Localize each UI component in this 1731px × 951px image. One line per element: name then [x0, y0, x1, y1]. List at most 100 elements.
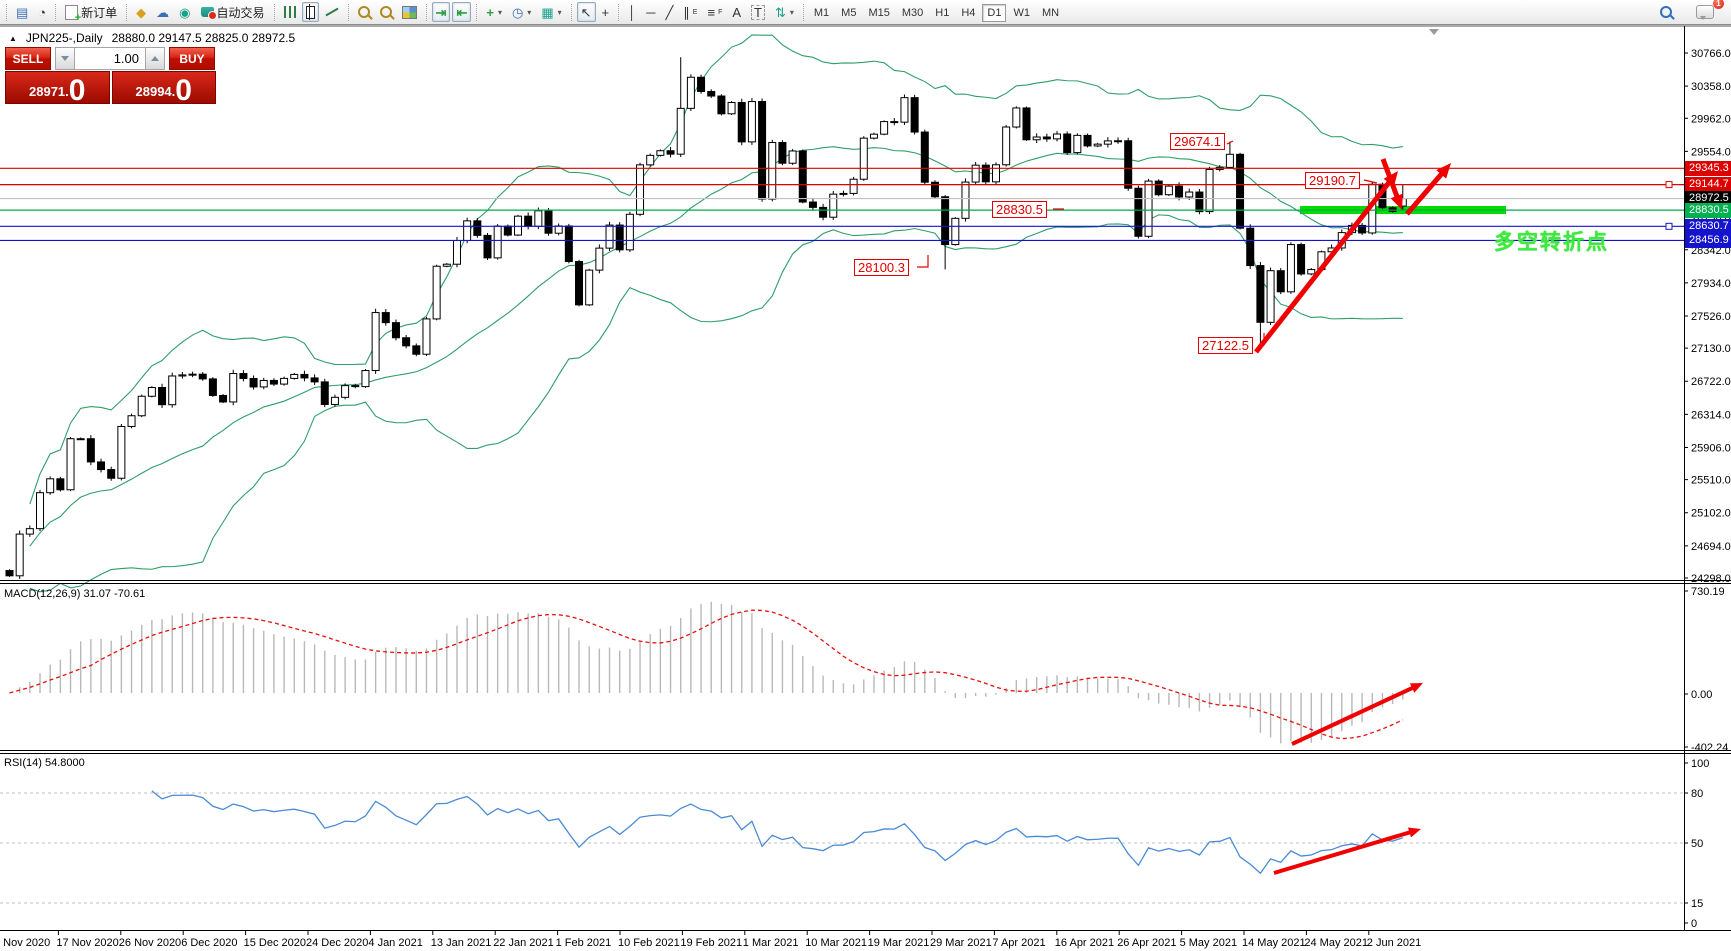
zoom-in-button[interactable] — [354, 2, 374, 22]
volume-increase-button[interactable] — [145, 47, 165, 70]
signals-icon: ◉ — [179, 4, 191, 20]
trend-arrow[interactable] — [1254, 176, 1395, 354]
buy-price-box[interactable]: 28994 . 0 — [111, 71, 216, 106]
cursor-tool-button[interactable]: ↖ — [576, 2, 596, 22]
sell-price-box[interactable]: 28971 . 0 — [5, 71, 110, 107]
candle-body — [1093, 143, 1102, 147]
mql-editor-button[interactable]: ◆ — [132, 2, 150, 22]
candle-body — [778, 142, 787, 164]
vertical-line-tool-button[interactable]: │ — [624, 2, 640, 22]
auto-scroll-button[interactable]: ⇥ — [431, 2, 451, 22]
price-annotation-box[interactable]: 27122.5 — [1198, 337, 1253, 354]
candle-body — [554, 225, 563, 234]
price-annotation-box[interactable]: 28100.3 — [854, 259, 909, 276]
toolbar-separator — [126, 3, 128, 21]
sell-button[interactable]: SELL — [5, 47, 51, 70]
timeframe-w1-button[interactable]: W1 — [1008, 4, 1035, 22]
candle-body — [910, 97, 919, 133]
line-handle[interactable] — [1665, 181, 1673, 189]
zoom-out-button[interactable] — [376, 2, 396, 22]
price-annotation-box[interactable]: 29190.7 — [1305, 172, 1360, 189]
axis-label: 100 — [1691, 758, 1709, 770]
sell-price-pips: 0 — [68, 74, 86, 107]
candle-body — [36, 492, 45, 530]
trend-arrow[interactable] — [1380, 158, 1402, 203]
trend-arrow[interactable] — [1291, 684, 1418, 746]
line-handle[interactable] — [1665, 222, 1673, 230]
periods-button[interactable]: ◷ ▾ — [508, 2, 535, 22]
horizontal-line-tool-button[interactable]: ─ — [642, 2, 659, 22]
volume-input[interactable] — [75, 47, 145, 70]
line-chart-type-button[interactable] — [321, 2, 343, 22]
candle-body — [1205, 168, 1214, 213]
timeframe-m15-button[interactable]: M15 — [863, 4, 894, 22]
buy-button[interactable]: BUY — [169, 47, 215, 70]
toolbar-separator — [618, 3, 620, 21]
chart-shift-button[interactable]: ⇤ — [452, 2, 472, 22]
bollinger-band — [29, 34, 1403, 505]
candle-body — [46, 478, 55, 494]
timeframe-m5-button[interactable]: M5 — [836, 4, 861, 22]
one-click-collapse-icon[interactable]: ▲ — [9, 33, 17, 43]
new-order-button[interactable]: 新订单 — [61, 2, 121, 24]
candle-body — [646, 154, 655, 166]
axis-label: 29554.0 — [1691, 146, 1731, 158]
timeframe-m1-button[interactable]: M1 — [809, 4, 834, 22]
tick-chart-button[interactable]: ◔ — [34, 2, 50, 22]
search-button[interactable] — [1656, 2, 1676, 22]
timeframe-m30-button[interactable]: M30 — [897, 4, 928, 22]
timeframe-d1-button[interactable]: D1 — [982, 3, 1007, 22]
autotrading-button[interactable]: 自动交易 — [197, 2, 269, 22]
trendline-tool-button[interactable]: ╱ — [661, 2, 677, 22]
trend-arrow[interactable] — [1405, 168, 1448, 216]
timeframe-h4-button[interactable]: H4 — [956, 4, 980, 22]
fibonacci-tool-button[interactable]: ≡ F — [703, 2, 726, 22]
trend-arrow[interactable] — [1273, 829, 1415, 875]
annotation-connector — [917, 255, 929, 268]
chevron-down-icon: ▾ — [527, 7, 532, 17]
axis-label: 17 Nov 2020 — [56, 937, 118, 949]
text-tool-button[interactable]: A — [728, 2, 745, 22]
candle-body — [432, 265, 441, 320]
templates-button[interactable]: ▦ ▾ — [537, 2, 565, 22]
axis-label: 27934.0 — [1691, 278, 1731, 290]
timeframe-group: M1 M5 M15 M30 H1 H4 D1 W1 MN — [808, 3, 1065, 22]
chart-shift-marker[interactable] — [1429, 29, 1439, 35]
rsi-indicator-label: RSI(14) 54.8000 — [4, 757, 85, 769]
chart-window-button[interactable]: ▤ — [12, 2, 32, 22]
horizontal-line-icon: ─ — [646, 4, 656, 20]
bar-chart-type-button[interactable] — [280, 2, 300, 22]
timeframe-mn-button[interactable]: MN — [1037, 4, 1064, 22]
price-annotation-box[interactable]: 29674.1 — [1170, 133, 1225, 150]
arrows-tool-button[interactable]: ⇅ ▾ — [771, 2, 798, 22]
candle-body — [117, 425, 126, 479]
toolbar-separator — [570, 3, 572, 21]
price-tag: 28630.7 — [1685, 218, 1731, 234]
channel-tool-button[interactable]: ∥ E — [679, 2, 701, 22]
volume-decrease-button[interactable] — [55, 47, 75, 70]
candle-body — [544, 210, 553, 234]
axis-label: 7 Apr 2021 — [992, 937, 1045, 949]
candle-body — [575, 261, 584, 306]
timeframe-h1-button[interactable]: H1 — [930, 4, 954, 22]
text-label-tool-button[interactable]: T — [747, 2, 769, 22]
candle-body — [137, 395, 146, 417]
signals-button[interactable]: ◉ — [175, 2, 194, 22]
chat-button[interactable]: 1 — [1692, 0, 1724, 22]
candle-body — [615, 224, 624, 251]
candlestick-type-button[interactable] — [301, 2, 319, 22]
community-button[interactable]: ☁ — [152, 2, 173, 22]
candle-body — [361, 370, 370, 388]
tile-windows-button[interactable] — [398, 2, 421, 22]
candle-body — [269, 379, 278, 385]
crosshair-tool-button[interactable]: + — [598, 2, 614, 22]
trade-prices-row: 28971 . 0 28994 . 0 — [5, 71, 216, 107]
candle-body — [412, 345, 421, 355]
toolbar-separator — [55, 3, 57, 21]
price-annotation-box[interactable]: 28830.5 — [992, 201, 1047, 218]
candle-body — [86, 438, 95, 463]
bollinger-middle-band — [29, 146, 1403, 547]
axis-label: 24 Dec 2020 — [306, 937, 368, 949]
indicators-button[interactable]: + ▾ — [482, 2, 506, 22]
